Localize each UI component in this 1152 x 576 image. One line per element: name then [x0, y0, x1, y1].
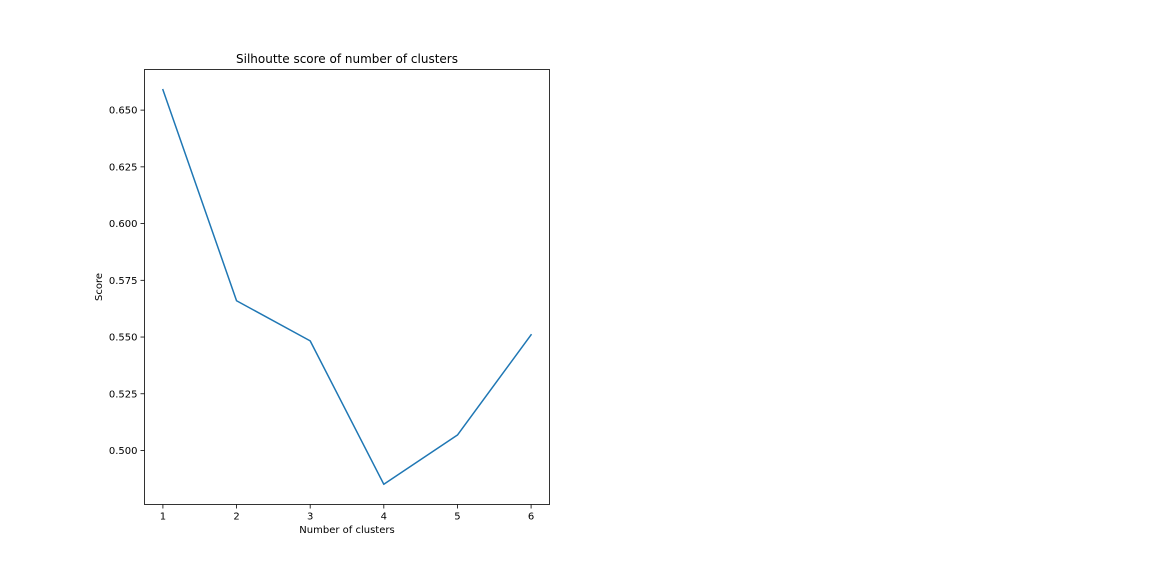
axes-frame [144, 69, 550, 505]
y-tick-label: 0.550 [109, 333, 138, 344]
series-line [161, 88, 533, 486]
x-tick-label: 1 [160, 512, 166, 523]
x-tick-label: 3 [307, 512, 313, 523]
y-tick-label: 0.575 [109, 276, 138, 287]
x-tick-label: 6 [528, 512, 534, 523]
y-tick-label: 0.625 [109, 162, 138, 173]
x-tick-label: 5 [454, 512, 460, 523]
series-layer [161, 88, 533, 486]
chart-title: Silhoutte score of number of clusters [236, 52, 458, 66]
y-tick-label: 0.525 [109, 389, 138, 400]
x-axis: 1 2 3 4 5 6 [160, 504, 534, 523]
plot-area: 1 2 3 4 5 6 0.500 0.525 0.550 0.575 0.600 0.625 0.6… [109, 69, 550, 523]
y-tick-label: 0.500 [109, 446, 138, 457]
x-tick-label: 4 [381, 512, 387, 523]
y-axis-title: Score [94, 273, 105, 301]
x-tick-label: 2 [233, 512, 239, 523]
y-tick-label: 0.600 [109, 219, 138, 230]
x-axis-title: Number of clusters [299, 525, 394, 536]
y-axis: 0.500 0.525 0.550 0.575 0.600 0.625 0.650 [109, 106, 145, 457]
y-tick-label: 0.650 [109, 106, 138, 117]
